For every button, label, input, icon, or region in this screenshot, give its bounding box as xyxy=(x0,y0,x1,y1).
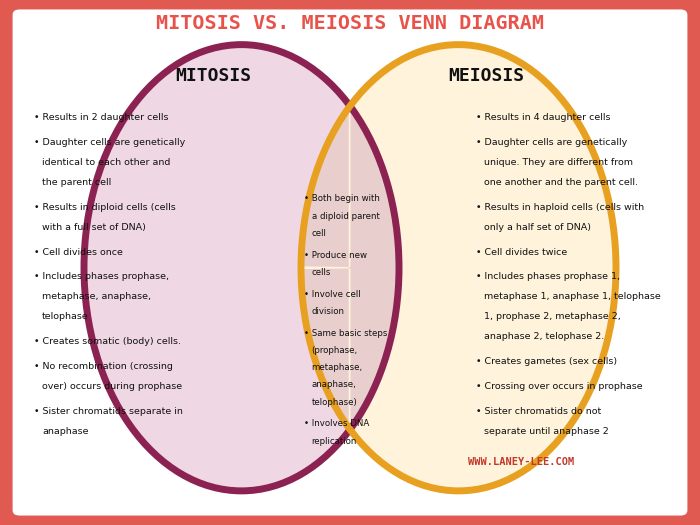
Ellipse shape xyxy=(301,45,616,491)
Text: • No recombination (crossing: • No recombination (crossing xyxy=(34,362,172,371)
Polygon shape xyxy=(301,107,399,429)
Text: • Results in 4 daughter cells: • Results in 4 daughter cells xyxy=(476,113,610,122)
Text: • Crossing over occurs in prophase: • Crossing over occurs in prophase xyxy=(476,382,643,391)
Text: • Creates somatic (body) cells.: • Creates somatic (body) cells. xyxy=(34,337,181,346)
Text: 1, prophase 2, metaphase 2,: 1, prophase 2, metaphase 2, xyxy=(484,312,621,321)
FancyBboxPatch shape xyxy=(13,9,687,516)
Text: • Involves DNA: • Involves DNA xyxy=(304,419,370,428)
Text: unique. They are different from: unique. They are different from xyxy=(484,158,634,167)
Text: • Produce new: • Produce new xyxy=(304,250,368,259)
Text: • Creates gametes (sex cells): • Creates gametes (sex cells) xyxy=(476,357,617,366)
Text: only a half set of DNA): only a half set of DNA) xyxy=(484,223,592,232)
Text: • Daughter cells are genetically: • Daughter cells are genetically xyxy=(34,138,185,147)
Text: cell: cell xyxy=(312,229,326,238)
Text: a diploid parent: a diploid parent xyxy=(312,212,379,220)
Text: identical to each other and: identical to each other and xyxy=(42,158,170,167)
Text: • Cell divides twice: • Cell divides twice xyxy=(476,248,567,257)
Text: • Involve cell: • Involve cell xyxy=(304,290,361,299)
Text: MITOSIS VS. MEIOSIS VENN DIAGRAM: MITOSIS VS. MEIOSIS VENN DIAGRAM xyxy=(156,14,544,33)
Text: • Includes phases prophase 1,: • Includes phases prophase 1, xyxy=(476,272,620,281)
Text: cells: cells xyxy=(312,268,331,277)
Text: • Results in haploid cells (cells with: • Results in haploid cells (cells with xyxy=(476,203,644,212)
Text: anaphase,: anaphase, xyxy=(312,381,356,390)
Ellipse shape xyxy=(84,45,399,491)
Text: metaphase,: metaphase, xyxy=(312,363,363,372)
Text: metaphase 1, anaphase 1, telophase: metaphase 1, anaphase 1, telophase xyxy=(484,292,662,301)
Text: metaphase, anaphase,: metaphase, anaphase, xyxy=(42,292,151,301)
Text: • Includes phases prophase,: • Includes phases prophase, xyxy=(34,272,169,281)
Text: MEIOSIS: MEIOSIS xyxy=(449,67,524,85)
Text: replication: replication xyxy=(312,437,357,446)
Text: with a full set of DNA): with a full set of DNA) xyxy=(42,223,146,232)
Text: division: division xyxy=(312,307,344,316)
Text: separate until anaphase 2: separate until anaphase 2 xyxy=(484,427,609,436)
Text: • Results in 2 daughter cells: • Results in 2 daughter cells xyxy=(34,113,168,122)
Text: telophase): telophase) xyxy=(312,398,357,407)
Text: • Same basic steps: • Same basic steps xyxy=(304,329,388,338)
Text: WWW.LANEY-LEE.COM: WWW.LANEY-LEE.COM xyxy=(468,457,575,467)
Text: • Sister chromatids separate in: • Sister chromatids separate in xyxy=(34,407,183,416)
Text: • Daughter cells are genetically: • Daughter cells are genetically xyxy=(476,138,627,147)
Text: • Cell divides once: • Cell divides once xyxy=(34,248,122,257)
Text: anaphase 2, telophase 2.: anaphase 2, telophase 2. xyxy=(484,332,605,341)
Text: • Both begin with: • Both begin with xyxy=(304,194,380,203)
Text: over) occurs during prophase: over) occurs during prophase xyxy=(42,382,182,391)
Text: one another and the parent cell.: one another and the parent cell. xyxy=(484,177,638,187)
Text: • Results in diploid cells (cells: • Results in diploid cells (cells xyxy=(34,203,175,212)
Text: telophase: telophase xyxy=(42,312,89,321)
Text: the parent cell: the parent cell xyxy=(42,177,111,187)
Text: anaphase: anaphase xyxy=(42,427,88,436)
Text: MITOSIS: MITOSIS xyxy=(176,67,251,85)
Text: (prophase,: (prophase, xyxy=(312,346,358,355)
Text: • Sister chromatids do not: • Sister chromatids do not xyxy=(476,407,601,416)
